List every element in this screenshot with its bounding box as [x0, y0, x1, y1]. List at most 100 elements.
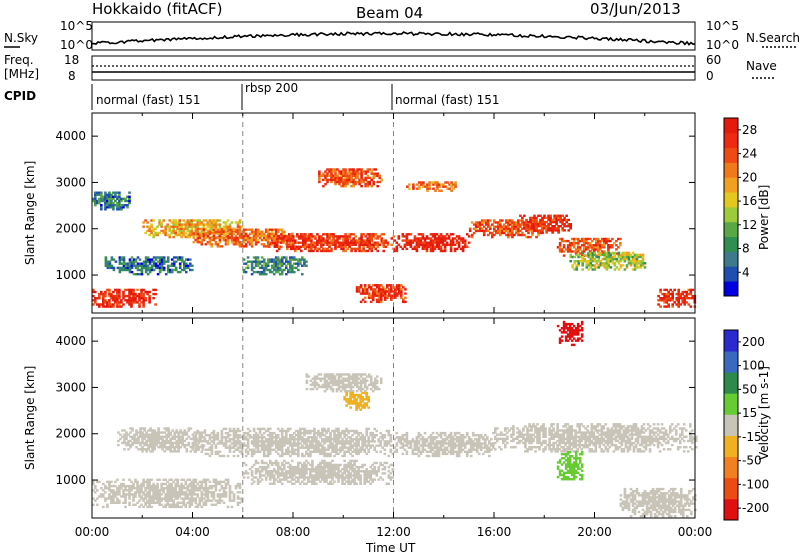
heat-cell — [578, 252, 582, 255]
heat-cell — [343, 470, 346, 473]
heat-cell — [270, 476, 274, 479]
heat-cell — [400, 284, 403, 287]
heat-cell — [447, 243, 451, 246]
heat-cell — [152, 262, 156, 265]
heat-cell — [108, 195, 111, 198]
heat-cell — [368, 237, 372, 240]
heat-cell — [180, 235, 184, 239]
heat-cell — [365, 431, 369, 435]
heat-cell — [278, 448, 282, 451]
heat-cell — [206, 440, 210, 443]
heat-cell — [689, 305, 693, 308]
heat-cell — [98, 305, 101, 308]
heat-cell — [315, 470, 318, 473]
heat-cell — [318, 176, 321, 180]
heat-cell — [342, 247, 345, 251]
heat-cell — [196, 495, 200, 498]
heat-cell — [374, 237, 378, 240]
heat-cell — [226, 219, 230, 222]
heat-cell — [369, 444, 373, 447]
heat-cell — [206, 497, 210, 500]
heat-cell — [160, 268, 164, 272]
heat-cell — [541, 218, 544, 222]
heat-cell — [671, 303, 675, 306]
heat-cell — [141, 427, 144, 430]
heat-cell — [142, 260, 146, 263]
heat-cell — [181, 441, 185, 445]
heat-cell — [226, 454, 230, 458]
heat-cell — [276, 468, 280, 471]
heat-cell — [280, 234, 284, 238]
heat-cell — [345, 465, 348, 469]
freq-left-tick-bottom: 8 — [68, 69, 76, 83]
heat-cell — [194, 493, 198, 496]
heat-cell — [325, 436, 328, 439]
heat-cell — [246, 238, 250, 242]
heat-cell — [270, 482, 274, 485]
heat-cell — [175, 446, 179, 449]
heat-cell — [274, 230, 278, 233]
heat-cell — [463, 245, 467, 248]
heat-cell — [145, 448, 148, 451]
heat-cell — [468, 229, 472, 233]
heat-cell — [230, 228, 234, 231]
heat-cell — [202, 487, 206, 490]
heat-cell — [316, 243, 319, 246]
heat-cell — [377, 290, 381, 293]
heat-cell — [244, 448, 248, 451]
heat-cell — [633, 264, 637, 267]
heat-cell — [639, 262, 643, 265]
heat-cell — [295, 452, 298, 456]
heat-cell — [375, 444, 379, 447]
heat-cell — [158, 219, 161, 222]
heat-cell — [170, 262, 174, 265]
heat-cell — [555, 218, 558, 222]
heat-cell — [570, 237, 574, 241]
heat-cell — [190, 480, 194, 484]
heat-cell — [138, 487, 141, 490]
heat-cell — [345, 470, 348, 473]
heat-cell — [385, 440, 389, 443]
heat-cell — [262, 454, 266, 458]
heat-cell — [165, 429, 169, 432]
heat-cell — [372, 241, 376, 244]
heat-cell — [431, 239, 435, 242]
heat-cell — [126, 288, 129, 292]
heat-cell — [92, 299, 95, 302]
heat-cell — [128, 260, 132, 263]
heat-cell — [173, 437, 177, 441]
heat-cell — [551, 225, 554, 228]
heat-cell — [178, 493, 182, 496]
heat-cell — [130, 301, 133, 304]
heat-cell — [337, 436, 340, 439]
heat-cell — [268, 268, 272, 272]
heat-cell — [335, 436, 338, 439]
heat-cell — [515, 223, 518, 226]
heat-cell — [134, 493, 137, 496]
heat-cell — [319, 476, 322, 479]
heat-cell — [331, 478, 334, 481]
heat-cell — [523, 214, 526, 217]
heat-cell — [175, 441, 179, 445]
heat-cell — [276, 258, 280, 261]
heat-cell — [228, 225, 232, 228]
heat-cell — [533, 223, 536, 226]
heat-cell — [174, 266, 178, 270]
heat-cell — [377, 300, 381, 304]
heat-cell — [244, 243, 248, 246]
heat-cell — [280, 454, 284, 458]
heat-cell — [206, 434, 210, 437]
heat-cell — [162, 256, 166, 259]
heat-cell — [601, 257, 605, 261]
heat-cell — [385, 442, 389, 445]
heat-cell — [268, 440, 272, 443]
heat-cell — [384, 288, 387, 291]
heat-cell — [286, 239, 289, 242]
heat-cell — [325, 470, 328, 473]
heat-cell — [110, 204, 113, 207]
heat-cell — [344, 249, 347, 253]
heat-cell — [123, 439, 126, 443]
heat-cell — [268, 270, 272, 274]
heat-cell — [180, 489, 184, 492]
heat-cell — [142, 266, 146, 270]
